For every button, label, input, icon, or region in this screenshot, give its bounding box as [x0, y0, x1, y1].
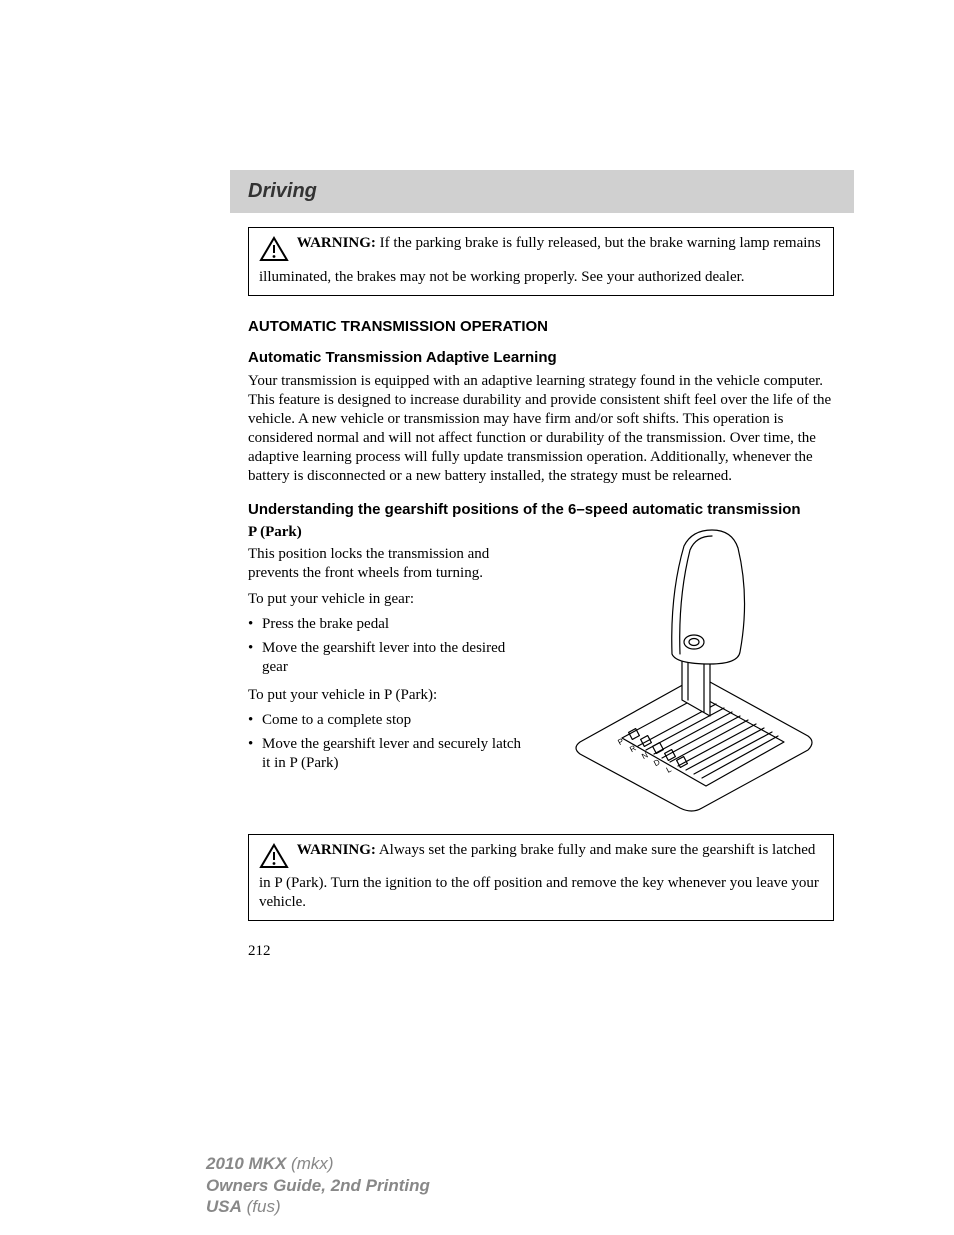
park-section: P (Park) This position locks the transmi… — [248, 524, 834, 814]
svg-text:R: R — [628, 743, 638, 754]
warning-box-2: WARNING: Always set the parking brake fu… — [248, 834, 834, 921]
footer-model-code: (mkx) — [286, 1154, 333, 1173]
list-item: Move the gearshift lever and securely la… — [262, 735, 528, 774]
footer-region: USA — [206, 1197, 242, 1216]
svg-text:N: N — [640, 750, 650, 761]
list-item: Press the brake pedal — [262, 615, 528, 635]
svg-text:P: P — [616, 736, 625, 746]
warning-1-text: WARNING: If the parking brake is fully r… — [259, 235, 821, 285]
list-item: Move the gearshift lever into the desire… — [262, 639, 528, 678]
heading-adaptive-learning: Automatic Transmission Adaptive Learning — [248, 349, 834, 366]
footer-line-2: Owners Guide, 2nd Printing — [206, 1175, 430, 1196]
footer: 2010 MKX (mkx) Owners Guide, 2nd Printin… — [206, 1153, 430, 1217]
heading-auto-trans-operation: AUTOMATIC TRANSMISSION OPERATION — [248, 318, 834, 335]
manual-page: Driving WARNING: If the parking brake is… — [0, 0, 954, 960]
footer-line-3: USA (fus) — [206, 1196, 430, 1217]
footer-model: 2010 MKX — [206, 1154, 286, 1173]
section-header: Driving — [230, 170, 854, 213]
warning-box-1: WARNING: If the parking brake is fully r… — [248, 227, 834, 296]
park-bullets: Come to a complete stop Move the gearshi… — [248, 711, 528, 774]
gear-bullets: Press the brake pedal Move the gearshift… — [248, 615, 528, 678]
list-item: Come to a complete stop — [262, 711, 528, 731]
footer-line-1: 2010 MKX (mkx) — [206, 1153, 430, 1174]
warning-triangle-icon — [259, 236, 289, 268]
park-description: This position locks the transmission and… — [248, 545, 528, 584]
heading-p-park: P (Park) — [248, 524, 528, 541]
heading-gearshift-positions: Understanding the gearshift positions of… — [248, 501, 834, 518]
adaptive-learning-text: Your transmission is equipped with an ad… — [248, 372, 834, 487]
section-title: Driving — [248, 180, 836, 203]
warning-triangle-icon — [259, 843, 289, 875]
park-text-column: P (Park) This position locks the transmi… — [248, 524, 528, 814]
gear-intro: To put your vehicle in gear: — [248, 590, 528, 610]
footer-region-code: (fus) — [242, 1197, 281, 1216]
svg-text:D: D — [652, 757, 662, 768]
page-number: 212 — [248, 943, 834, 960]
warning-1-label: WARNING: — [297, 235, 376, 251]
shifter-diagram-column: PRNDL — [546, 524, 834, 814]
gearshift-diagram-icon: PRNDL — [560, 524, 820, 814]
park-intro: To put your vehicle in P (Park): — [248, 686, 528, 706]
warning-2-label: WARNING: — [297, 842, 376, 858]
warning-2-text: WARNING: Always set the parking brake fu… — [259, 842, 819, 911]
